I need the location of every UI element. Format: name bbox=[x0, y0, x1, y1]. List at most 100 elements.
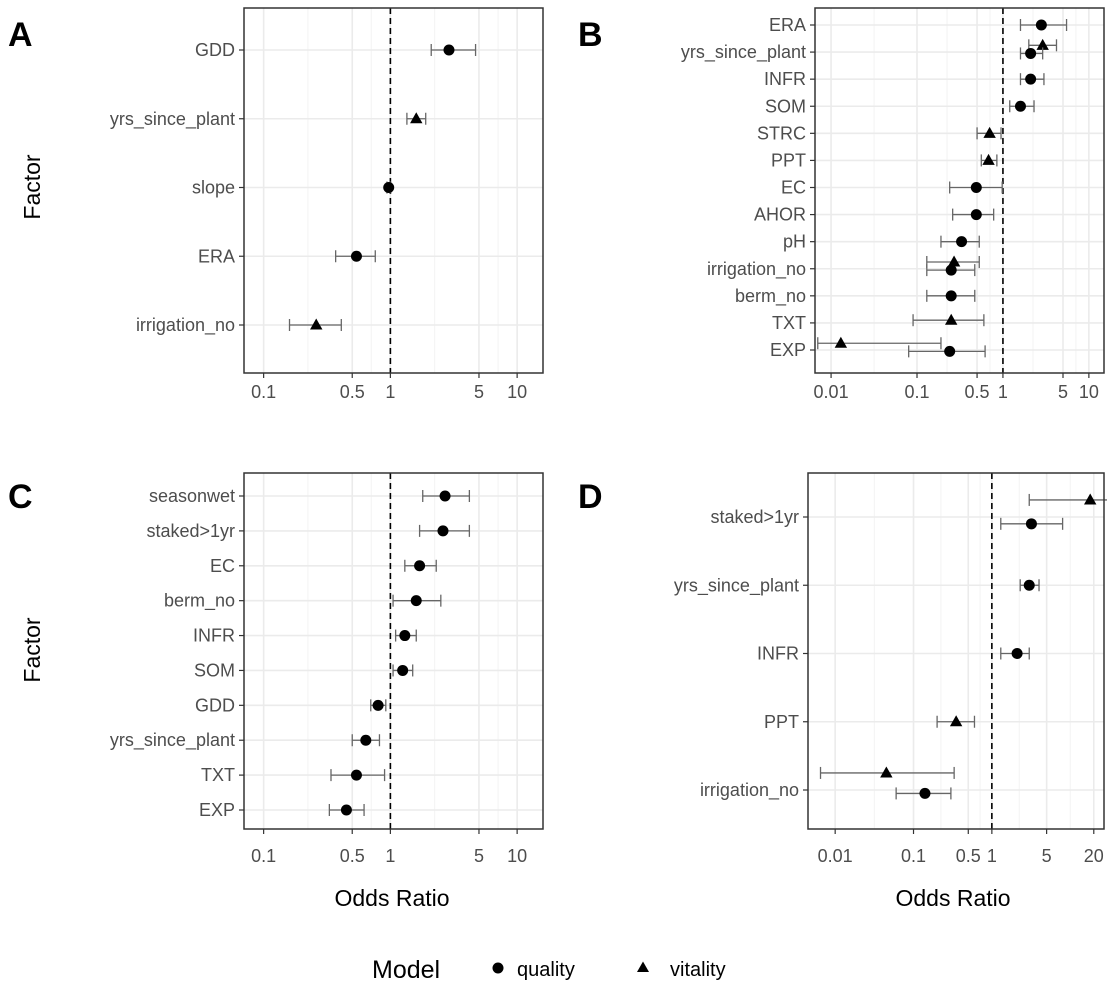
panel-c-point-quality bbox=[360, 734, 372, 746]
panel-b-point-quality bbox=[945, 290, 957, 302]
panel-d: 0.01 0.1 0.5 1 5 20 staked>1yr yrs_since_plant I… bbox=[674, 472, 1107, 866]
panel-c-y-tick-label: EXP bbox=[199, 800, 235, 820]
panel-c-x-tick-label: 0.1 bbox=[251, 846, 276, 866]
panel-c-y-tick-label: INFR bbox=[193, 626, 235, 646]
panel-c-border bbox=[243, 472, 544, 830]
panel-b-y-tick-label: AHOR bbox=[754, 205, 806, 225]
panel-c-y-tick-label: staked>1yr bbox=[146, 521, 235, 541]
panel-d-xlabel: Odds Ratio bbox=[895, 885, 1010, 911]
panel-b-point-quality bbox=[970, 209, 982, 221]
panel-a-x-tick-label: 0.5 bbox=[340, 382, 365, 402]
legend-quality-marker-icon bbox=[492, 962, 504, 974]
panel-c-xlabel: Odds Ratio bbox=[334, 885, 449, 911]
panel-b-background bbox=[815, 8, 1104, 373]
panel-b-y-tick-label: INFR bbox=[764, 69, 806, 89]
panel-b-point-quality bbox=[1025, 47, 1037, 59]
panel-c-y-tick-label: SOM bbox=[194, 660, 235, 680]
panel-b-point-vitality bbox=[983, 126, 996, 138]
panel-d-x-tick-label: 0.1 bbox=[901, 846, 926, 866]
panel-b-x-tick-label: 10 bbox=[1079, 382, 1099, 402]
panel-letter-d: D bbox=[578, 478, 603, 516]
panel-letter-b: B bbox=[578, 16, 603, 54]
panel-b-y-tick-label: berm_no bbox=[735, 286, 806, 307]
panel-b-y-tick-label: pH bbox=[783, 232, 806, 252]
panel-c-background bbox=[244, 473, 543, 829]
panel-a-y-tick-label: slope bbox=[192, 178, 235, 198]
panel-d-point-vitality bbox=[949, 715, 963, 727]
panel-a-y-tick-label: irrigation_no bbox=[136, 315, 235, 336]
panel-d-errorbar bbox=[1028, 493, 1107, 506]
panel-letter-c: C bbox=[8, 478, 33, 516]
panel-b-y-tick-label: EC bbox=[781, 178, 806, 198]
panel-a-point-vitality bbox=[310, 318, 323, 330]
panel-c-y-tick-label: yrs_since_plant bbox=[110, 730, 235, 751]
panel-b-y-tick-label: yrs_since_plant bbox=[681, 42, 806, 63]
panel-b-x-tick-label: 0.1 bbox=[904, 382, 929, 402]
panel-b-x-tick-label: 5 bbox=[1058, 382, 1068, 402]
legend-vitality-marker-icon bbox=[637, 961, 649, 972]
panel-c-point-quality bbox=[399, 630, 411, 642]
panel-d-point-quality bbox=[1011, 648, 1023, 659]
panel-b-point-quality bbox=[1035, 19, 1047, 31]
panel-b-y-tick-label: TXT bbox=[772, 313, 806, 333]
panel-c-point-quality bbox=[340, 804, 352, 816]
panel-b-y-tick-label: ERA bbox=[769, 15, 806, 35]
panel-d-x-tick-label: 1 bbox=[987, 846, 997, 866]
panel-a-y-tick-label: ERA bbox=[198, 246, 235, 266]
panel-c-point-quality bbox=[410, 595, 422, 607]
panel-d-background bbox=[808, 473, 1104, 829]
legend-quality-label: quality bbox=[517, 959, 575, 981]
panel-c-y-tick-label: TXT bbox=[201, 765, 235, 785]
panel-d-point-quality bbox=[1025, 518, 1037, 530]
panel-letter-a: A bbox=[8, 16, 33, 54]
panel-b-point-quality bbox=[1014, 100, 1026, 112]
panel-a-x-tick-label: 1 bbox=[385, 382, 395, 402]
panel-d-point-quality bbox=[1023, 579, 1035, 591]
panel-b-y-tick-label: irrigation_no bbox=[707, 259, 806, 280]
panel-c-x-tick-label: 10 bbox=[507, 846, 527, 866]
panel-d-x-tick-label: 0.5 bbox=[956, 846, 981, 866]
panel-b-border bbox=[814, 7, 1105, 374]
panel-a-border bbox=[243, 7, 544, 374]
panel-c-y-tick-label: GDD bbox=[195, 695, 235, 715]
panel-a-x-tick-label: 5 bbox=[474, 382, 484, 402]
panel-b-point-quality bbox=[1025, 73, 1037, 85]
panel-b-point-quality bbox=[956, 236, 968, 248]
panel-b: 0.01 0.1 0.5 1 5 10 ERA yrs_since_plant INFR SOM S… bbox=[681, 7, 1105, 402]
panel-b-point-quality bbox=[944, 345, 956, 357]
panel-b-point-vitality bbox=[1036, 38, 1049, 50]
panel-a-point-quality bbox=[383, 182, 395, 193]
panel-c-x-tick-label: 5 bbox=[474, 846, 484, 866]
panel-b-y-tick-label: PPT bbox=[771, 150, 806, 170]
panel-c-x-tick-label: 1 bbox=[385, 846, 395, 866]
panel-c-y-tick-label: berm_no bbox=[164, 591, 235, 612]
panel-b-y-tick-label: STRC bbox=[757, 123, 806, 143]
panel-c-x-tick-label: 0.5 bbox=[340, 846, 365, 866]
panel-c-point-quality bbox=[437, 525, 449, 537]
panel-b-point-vitality bbox=[947, 255, 961, 267]
legend-vitality-label: vitality bbox=[670, 959, 726, 981]
panel-c-point-quality bbox=[350, 769, 362, 781]
panel-a-x-tick-label: 0.1 bbox=[251, 382, 276, 402]
panel-d-point-vitality bbox=[1084, 493, 1097, 505]
panel-a-point-vitality bbox=[410, 112, 423, 124]
panel-c-point-quality bbox=[414, 560, 426, 572]
panel-a-point-quality bbox=[350, 250, 362, 262]
panel-b-x-tick-label: 0.01 bbox=[814, 382, 849, 402]
panel-c-point-quality bbox=[439, 490, 451, 502]
panel-b-point-vitality bbox=[834, 336, 848, 348]
panel-d-y-tick-label: yrs_since_plant bbox=[674, 575, 799, 596]
panel-d-y-tick-label: INFR bbox=[757, 644, 799, 664]
panel-c: 0.1 0.5 1 5 10 seasonwet staked>1yr EC berm_no IN… bbox=[110, 472, 544, 866]
panel-c-ylabel: Factor bbox=[19, 617, 45, 683]
panel-b-y-tick-label: EXP bbox=[770, 340, 806, 360]
panel-c-point-quality bbox=[397, 664, 409, 676]
panel-d-x-tick-label: 5 bbox=[1042, 846, 1052, 866]
panel-c-y-tick-label: EC bbox=[210, 556, 235, 576]
panel-d-point-vitality bbox=[880, 766, 893, 778]
panel-a-ylabel: Factor bbox=[19, 154, 45, 220]
panel-b-point-vitality bbox=[982, 153, 995, 165]
panel-b-x-tick-label: 1 bbox=[998, 382, 1008, 402]
